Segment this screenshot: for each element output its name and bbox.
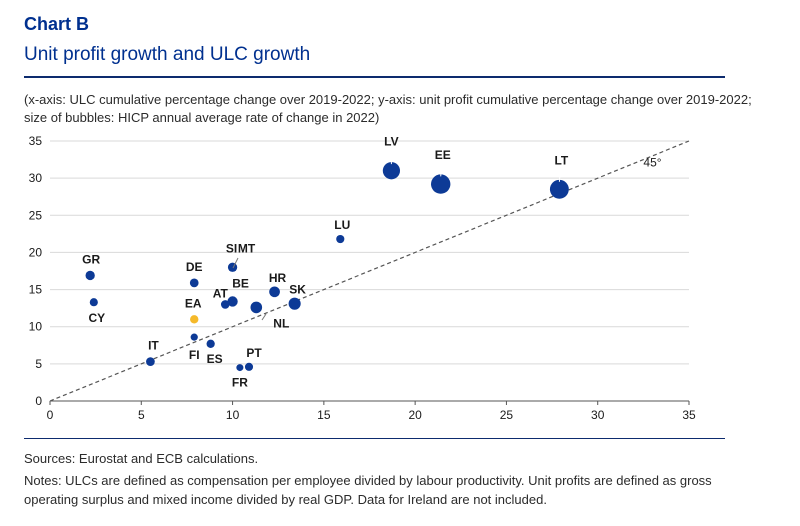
bubble-cy <box>89 298 98 307</box>
y-tick-label: 15 <box>29 283 43 297</box>
point-label-nl: NL <box>273 316 289 330</box>
title-divider <box>24 76 725 78</box>
point-label-es: ES <box>207 352 223 366</box>
point-label-fr: FR <box>232 376 248 390</box>
point-label-lv: LV <box>384 135 398 149</box>
x-tick-label: 20 <box>408 408 422 422</box>
leader-line <box>558 169 561 182</box>
bubble-be <box>227 296 238 307</box>
reference-line-45 <box>49 140 690 402</box>
bubble-lu <box>336 234 345 244</box>
notes-text: Notes: ULCs are defined as compensation … <box>24 473 712 507</box>
bubble-it <box>146 357 155 366</box>
point-label-pt: PT <box>246 346 262 360</box>
y-tick-label: 10 <box>29 320 43 334</box>
point-label-si: SI <box>226 241 237 255</box>
chart-subtitle: (x-axis: ULC cumulative percentage chang… <box>24 92 752 125</box>
point-label-de: DE <box>186 260 203 274</box>
reference-line-label: 45° <box>643 155 661 169</box>
x-tick-label: 15 <box>317 408 331 422</box>
point-label-fi: FI <box>189 348 200 362</box>
chart-label: Chart B <box>24 14 90 34</box>
point-label-it: IT <box>148 339 159 353</box>
y-tick-label: 35 <box>29 134 43 148</box>
sources-note: Sources: Eurostat and ECB calculations. <box>24 451 259 466</box>
footer-divider <box>24 438 725 439</box>
point-label-ee: EE <box>435 148 451 162</box>
bubble-nl <box>250 301 263 314</box>
bubble-pt <box>244 362 254 371</box>
bubble-lv <box>382 162 401 180</box>
x-tick-label: 10 <box>226 408 240 422</box>
leader-line <box>440 164 443 177</box>
point-label-be: BE <box>232 276 249 290</box>
bubble-fr <box>236 364 244 372</box>
bubble-at <box>220 300 230 309</box>
y-tick-label: 0 <box>35 394 42 408</box>
point-label-ea: EA <box>185 296 202 310</box>
point-label-lt: LT <box>554 153 568 167</box>
bubble-ea <box>190 315 199 324</box>
chart-title: Unit profit growth and ULC growth <box>24 44 311 65</box>
leader-line <box>261 313 267 321</box>
point-label-lu: LU <box>334 218 350 232</box>
leader-line <box>232 257 239 269</box>
x-tick-label: 5 <box>138 408 145 422</box>
x-tick-label: 25 <box>500 408 514 422</box>
x-tick-label: 35 <box>682 408 696 422</box>
x-tick-label: 0 <box>47 408 54 422</box>
bubble-sk <box>288 297 301 310</box>
bubble-ee <box>431 174 451 194</box>
bubble-fi <box>190 333 198 341</box>
x-tick-label: 30 <box>591 408 605 422</box>
y-tick-label: 20 <box>29 245 43 259</box>
y-tick-label: 30 <box>29 171 43 185</box>
point-label-mt: MT <box>238 241 256 255</box>
bubble-de <box>189 278 199 288</box>
point-label-gr: GR <box>82 252 100 266</box>
bubble-hr <box>269 286 280 298</box>
y-tick-label: 5 <box>35 357 42 371</box>
bubble-gr <box>85 270 95 281</box>
point-label-cy: CY <box>88 311 105 325</box>
point-label-hr: HR <box>269 271 287 285</box>
bubble-es <box>206 339 215 348</box>
bubble-lt <box>549 179 569 199</box>
point-label-sk: SK <box>289 283 306 297</box>
y-tick-label: 25 <box>29 208 43 222</box>
point-label-at: AT <box>213 286 229 300</box>
